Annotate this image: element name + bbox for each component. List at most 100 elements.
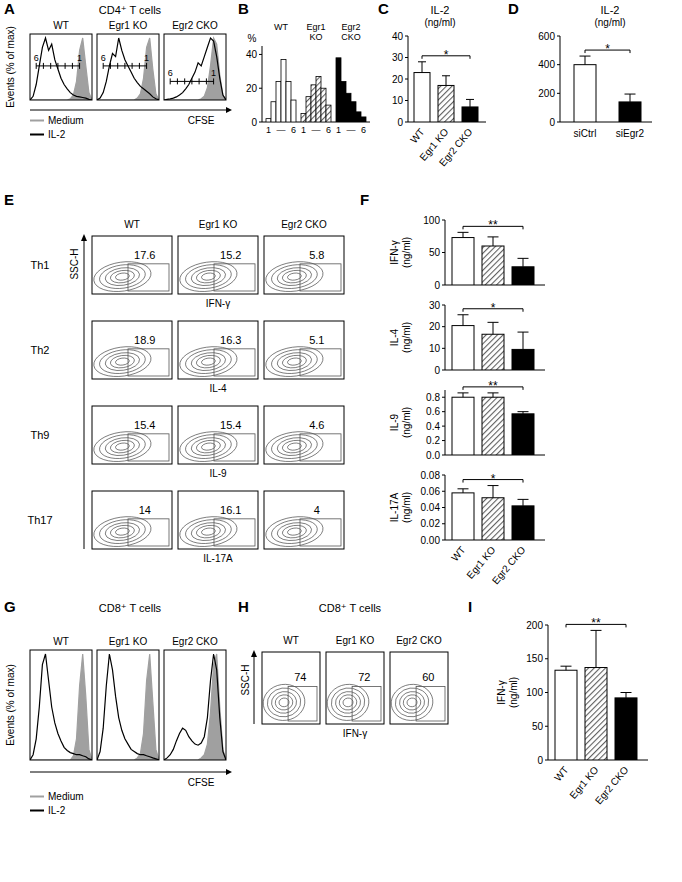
bar: [271, 102, 276, 122]
y-tick-label: 0.06: [421, 486, 441, 497]
y-tick-label: 20: [429, 321, 441, 332]
plot-frame: [264, 321, 344, 379]
legend-swatch: [30, 796, 44, 798]
gate-label: 1: [144, 53, 149, 63]
data-label: 4: [314, 504, 320, 516]
bar: [326, 105, 331, 122]
contour: [282, 524, 308, 539]
contour: [276, 351, 313, 373]
area-outline: [164, 38, 226, 100]
panel-subtitle: (ng/ml): [594, 17, 625, 28]
contour: [393, 686, 430, 719]
contour: [402, 694, 421, 711]
plot-frame: [326, 652, 384, 724]
gate: [214, 264, 255, 291]
contour: [115, 527, 130, 536]
plot-frame: [178, 491, 258, 549]
contour: [201, 527, 216, 536]
y-tick: [442, 252, 445, 253]
plot-frame: [92, 321, 172, 379]
plot-frame: [178, 321, 258, 379]
contour: [190, 351, 227, 373]
x-tick-label: Egr2 CKO: [490, 544, 528, 586]
panel-letter: D: [508, 0, 519, 17]
bar: [615, 698, 637, 760]
contour: [115, 442, 130, 451]
area-outline: [97, 38, 159, 100]
y-tick: [442, 411, 445, 412]
significance-label: *: [491, 301, 496, 315]
error-bar: [458, 232, 469, 237]
y-axis-unit: (ng/ml): [401, 492, 412, 523]
panel-title: CD4⁺ T cells: [99, 4, 162, 16]
gate-label: 6: [101, 53, 106, 63]
contour: [270, 517, 319, 546]
plot-area: [555, 630, 637, 760]
y-tick: [545, 625, 548, 626]
panel-title: IL-2: [431, 4, 450, 16]
y-tick: [405, 79, 408, 80]
y-axis: [445, 390, 446, 455]
panel-subtitle: (ng/ml): [424, 17, 455, 28]
contour: [270, 262, 319, 291]
data-label: 74: [294, 671, 306, 683]
subplot-frame: [97, 34, 159, 100]
gate: [288, 687, 317, 721]
data-label: 60: [422, 671, 434, 683]
column-header: Egr1 KO: [336, 635, 375, 646]
bar: [276, 81, 281, 122]
contour: [196, 354, 222, 369]
error-bar: [621, 693, 632, 698]
panel-letter: I: [468, 598, 472, 615]
contour: [201, 357, 216, 366]
arrow-head: [81, 234, 87, 241]
plot-frame: [264, 406, 344, 464]
x-tick-label: siCtrl: [574, 128, 597, 139]
contour: [276, 266, 313, 288]
contour: [201, 442, 216, 451]
subplot-title: Egr1 KO: [109, 636, 148, 647]
y-axis-arrow: [254, 656, 255, 724]
bar: [286, 81, 291, 122]
area-fill: [30, 38, 92, 100]
data-label: 5.8: [309, 249, 324, 261]
y-tick: [442, 507, 445, 508]
contour: [110, 269, 136, 284]
area-fill: [164, 654, 226, 760]
x-tick-label: Egr2 CKO: [593, 764, 631, 806]
y-tick-label: 0.2: [426, 435, 440, 446]
bar: [266, 119, 271, 122]
area-outline: [30, 654, 92, 760]
panel-letter: C: [378, 0, 389, 17]
panel-title: CD8⁺ T cells: [319, 602, 382, 614]
gate: [214, 349, 255, 376]
y-tick: [405, 36, 408, 37]
x-tick-label: Egr2 CKO: [437, 126, 475, 168]
density-contours: [261, 682, 307, 723]
y-tick-label: 0.4: [426, 421, 440, 432]
significance-label: **: [488, 218, 498, 232]
y-tick: [442, 326, 445, 327]
series-label: WT: [274, 22, 288, 32]
plot-area: [414, 62, 478, 122]
contour: [270, 432, 319, 461]
y-tick-label: 10: [392, 95, 404, 106]
y-axis-unit: (ng/ml): [401, 322, 412, 353]
gate: [214, 434, 255, 461]
y-tick: [442, 491, 445, 492]
x-tick-label: 1: [336, 125, 341, 135]
y-tick-label: 0.6: [426, 406, 440, 417]
contour: [276, 436, 313, 458]
plot-frame: [262, 652, 320, 724]
contour: [276, 521, 313, 543]
x-tick-label: WT: [552, 764, 570, 783]
y-tick: [405, 100, 408, 101]
y-tick-label: 600: [538, 31, 555, 42]
series-label-line: WT: [274, 22, 288, 32]
data-label: 15.2: [220, 249, 241, 261]
contour: [190, 521, 227, 543]
error-bar: [458, 489, 469, 493]
panel-letter: F: [360, 191, 369, 208]
panel-letter: A: [4, 0, 15, 17]
bar: [306, 97, 311, 122]
